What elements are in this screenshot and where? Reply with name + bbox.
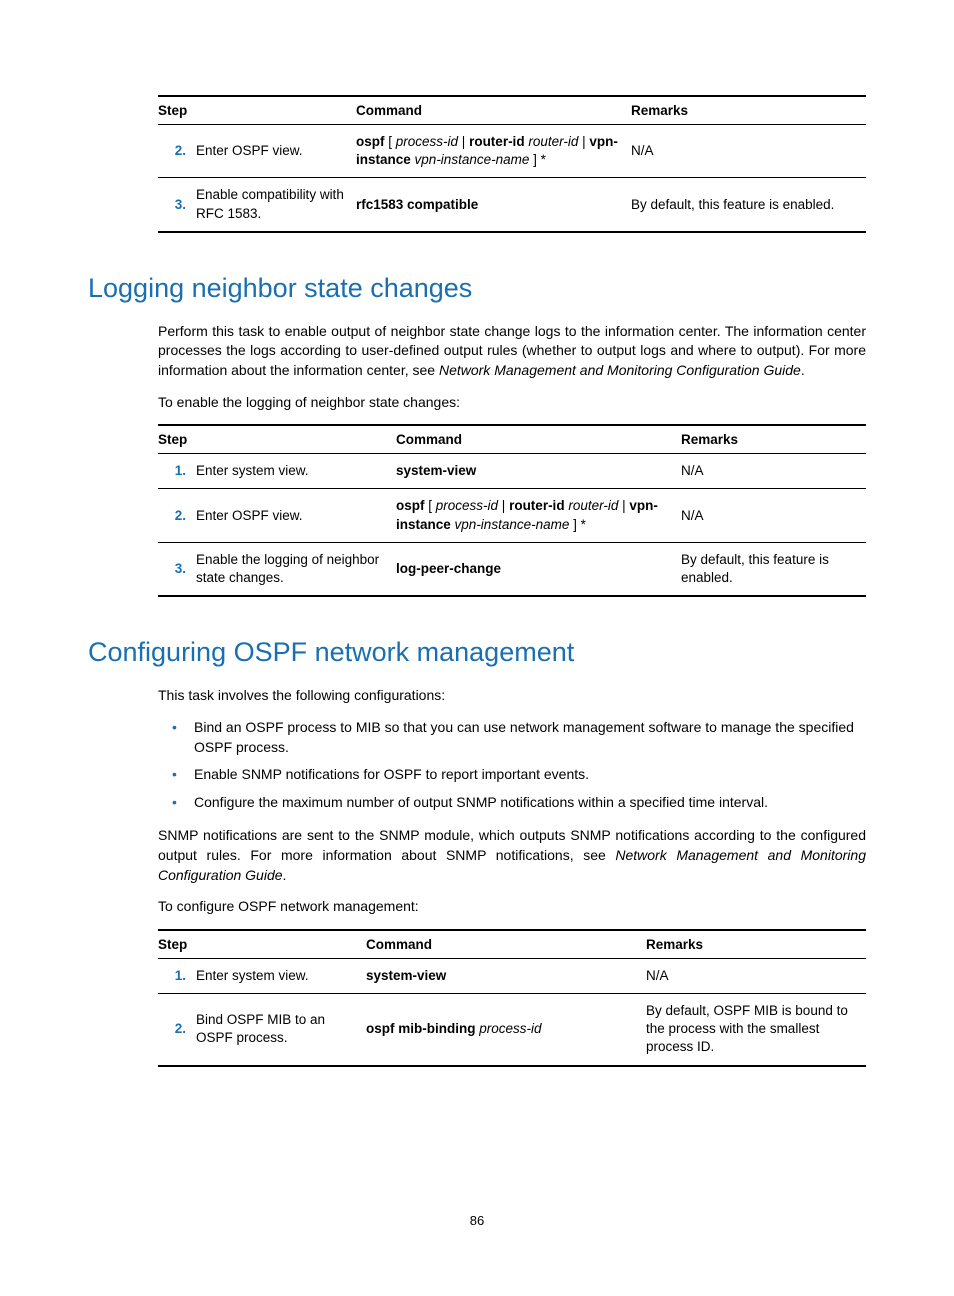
step-number: 1. — [158, 958, 196, 993]
step-text: Enter OSPF view. — [196, 489, 396, 542]
step-number: 2. — [158, 489, 196, 542]
heading-logging-neighbor: Logging neighbor state changes — [88, 273, 866, 304]
col-remarks-header: Remarks — [681, 425, 866, 454]
remarks-text: By default, this feature is enabled. — [631, 178, 866, 232]
bullet-item: Enable SNMP notifications for OSPF to re… — [158, 765, 866, 785]
command-text: system-view — [396, 454, 681, 489]
step-number: 2. — [158, 993, 196, 1065]
remarks-text: By default, OSPF MIB is bound to the pro… — [646, 993, 866, 1065]
step-number: 3. — [158, 178, 196, 232]
table-row: 2. Enter OSPF view. ospf [ process-id | … — [158, 125, 866, 178]
heading-network-mgmt: Configuring OSPF network management — [88, 637, 866, 668]
table-row: 3. Enable the logging of neighbor state … — [158, 542, 866, 596]
command-text: ospf [ process-id | router-id router-id … — [356, 125, 631, 178]
col-remarks-header: Remarks — [631, 96, 866, 125]
remarks-text: By default, this feature is enabled. — [681, 542, 866, 596]
table-header-row: Step Command Remarks — [158, 930, 866, 959]
command-text: ospf [ process-id | router-id router-id … — [396, 489, 681, 542]
command-text: ospf mib-binding process-id — [366, 993, 646, 1065]
remarks-text: N/A — [646, 958, 866, 993]
command-text: system-view — [366, 958, 646, 993]
table-row: 1. Enter system view. system-view N/A — [158, 454, 866, 489]
table-rfc1583: Step Command Remarks 2. Enter OSPF view.… — [158, 95, 866, 233]
section1-body: Perform this task to enable output of ne… — [158, 322, 866, 597]
col-command-header: Command — [396, 425, 681, 454]
command-text: rfc1583 compatible — [356, 178, 631, 232]
remarks-text: N/A — [631, 125, 866, 178]
table-row: 2. Bind OSPF MIB to an OSPF process. osp… — [158, 993, 866, 1065]
step-text: Enter OSPF view. — [196, 125, 356, 178]
step-number: 1. — [158, 454, 196, 489]
step-text: Enable the logging of neighbor state cha… — [196, 542, 396, 596]
table-row: 2. Enter OSPF view. ospf [ process-id | … — [158, 489, 866, 542]
para-mgmt-lead: To configure OSPF network management: — [158, 897, 866, 917]
bullet-list: Bind an OSPF process to MIB so that you … — [158, 718, 866, 812]
table-header-row: Step Command Remarks — [158, 96, 866, 125]
col-step-header: Step — [158, 96, 356, 125]
step-number: 3. — [158, 542, 196, 596]
col-remarks-header: Remarks — [646, 930, 866, 959]
para-mgmt-intro: This task involves the following configu… — [158, 686, 866, 706]
col-step-header: Step — [158, 930, 366, 959]
table-network-mgmt: Step Command Remarks 1. Enter system vie… — [158, 929, 866, 1067]
remarks-text: N/A — [681, 454, 866, 489]
command-text: log-peer-change — [396, 542, 681, 596]
step-number: 2. — [158, 125, 196, 178]
para-logging-intro: Perform this task to enable output of ne… — [158, 322, 866, 381]
table-row: 1. Enter system view. system-view N/A — [158, 958, 866, 993]
step-text: Enter system view. — [196, 454, 396, 489]
step-text: Bind OSPF MIB to an OSPF process. — [196, 993, 366, 1065]
table-row: 3. Enable compatibility with RFC 1583. r… — [158, 178, 866, 232]
page-number: 86 — [0, 1213, 954, 1228]
step-text: Enter system view. — [196, 958, 366, 993]
remarks-text: N/A — [681, 489, 866, 542]
section2-body: This task involves the following configu… — [158, 686, 866, 1066]
para-snmp-info: SNMP notifications are sent to the SNMP … — [158, 826, 866, 885]
document-page: Step Command Remarks 2. Enter OSPF view.… — [0, 0, 954, 1296]
col-command-header: Command — [366, 930, 646, 959]
bullet-item: Bind an OSPF process to MIB so that you … — [158, 718, 866, 757]
bullet-item: Configure the maximum number of output S… — [158, 793, 866, 813]
col-command-header: Command — [356, 96, 631, 125]
content-area: Step Command Remarks 2. Enter OSPF view.… — [158, 95, 866, 233]
col-step-header: Step — [158, 425, 396, 454]
step-text: Enable compatibility with RFC 1583. — [196, 178, 356, 232]
table-logging: Step Command Remarks 1. Enter system vie… — [158, 424, 866, 597]
para-logging-lead: To enable the logging of neighbor state … — [158, 393, 866, 413]
table-header-row: Step Command Remarks — [158, 425, 866, 454]
